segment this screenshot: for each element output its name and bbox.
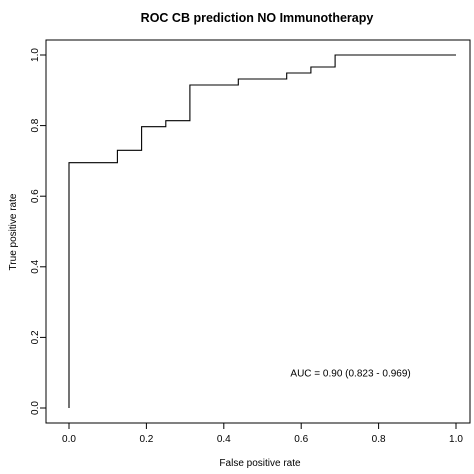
- x-tick-label: 0.4: [217, 434, 231, 445]
- x-tick-label: 1.0: [449, 434, 463, 445]
- x-tick-label: 0.0: [62, 434, 76, 445]
- x-tick-label: 0.2: [139, 434, 153, 445]
- x-axis: 0.0 0.2 0.4 0.6 0.8 1.0: [62, 422, 463, 445]
- y-tick-label: 0.4: [30, 259, 41, 273]
- y-axis: 0.0 0.2 0.4 0.6 0.8 1.0: [30, 48, 47, 415]
- chart-title: ROC CB prediction NO Immunotherapy: [141, 11, 374, 25]
- y-tick-label: 0.2: [30, 330, 41, 344]
- y-axis-label: True positive rate: [8, 193, 19, 270]
- series-layer: [68, 54, 456, 408]
- x-tick-label: 0.8: [372, 434, 386, 445]
- roc-curve-line: [68, 54, 456, 408]
- y-tick-label: 0.0: [30, 401, 41, 415]
- y-tick-label: 0.6: [30, 189, 41, 203]
- y-tick-label: 0.8: [30, 118, 41, 132]
- y-tick-label: 1.0: [30, 48, 41, 62]
- x-tick-label: 0.6: [294, 434, 308, 445]
- auc-annotation: AUC = 0.90 (0.823 - 0.969): [290, 369, 410, 380]
- x-axis-label: False positive rate: [219, 458, 301, 469]
